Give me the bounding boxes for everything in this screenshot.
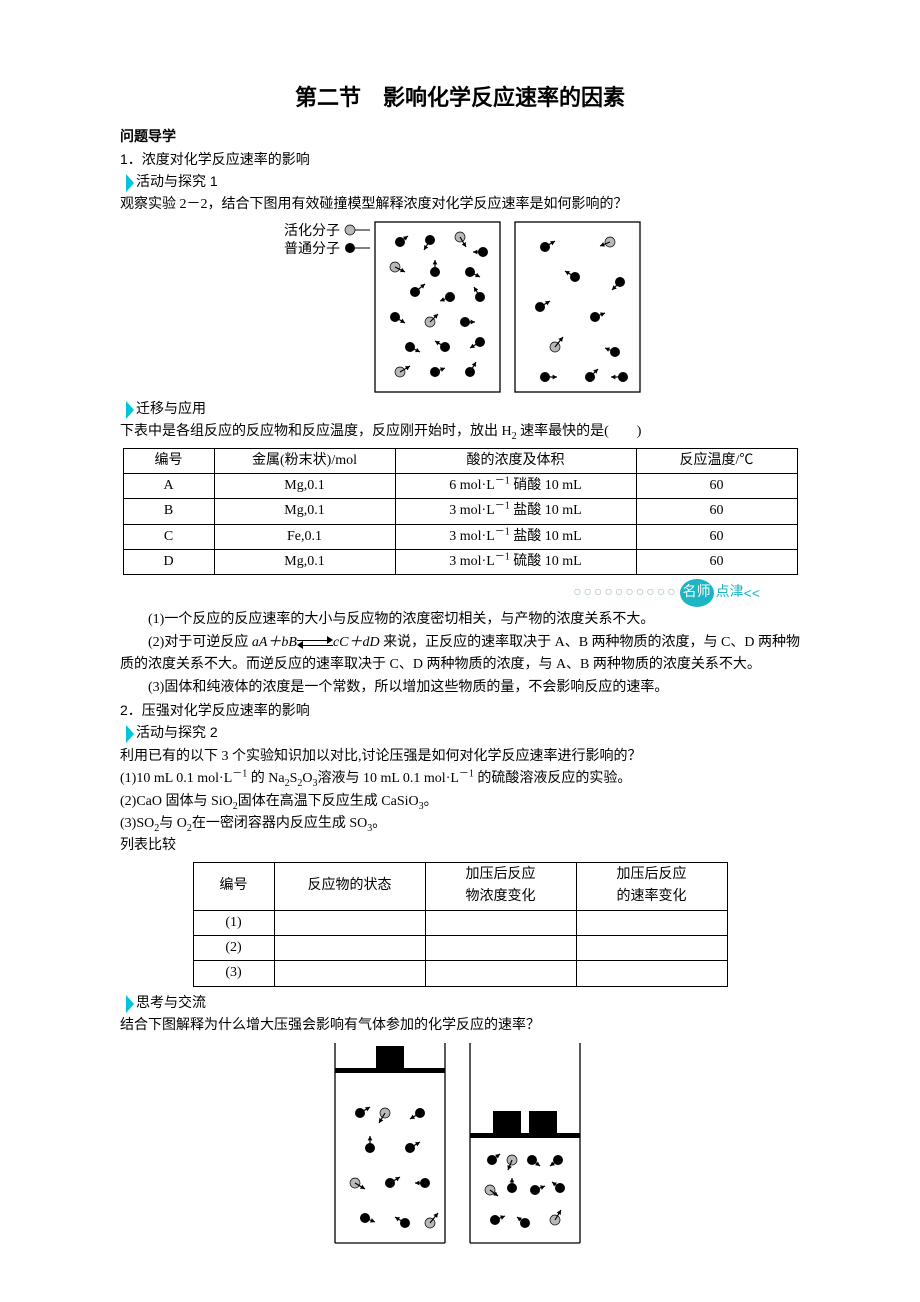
t: 的 Na: [247, 771, 284, 786]
table-header: 编号: [123, 448, 214, 473]
table-cell: [576, 961, 727, 986]
paragraph: 列表比较: [120, 835, 800, 857]
table-header: 反应物的状态: [274, 862, 425, 910]
table-header: 酸的浓度及体积: [395, 448, 636, 473]
tag-activity-1: 活动与探究 1: [120, 170, 800, 194]
page-title: 第二节 影响化学反应速率的因素: [120, 80, 800, 115]
text: (2)对于可逆反应: [148, 635, 252, 650]
table-header: 金属(粉末状)/mol: [214, 448, 395, 473]
equilibrium-arrow-icon: [297, 638, 333, 648]
eq-left: aA＋bB: [252, 635, 297, 650]
t: 。: [424, 794, 438, 809]
table-cell: (3): [193, 961, 274, 986]
tag-label: 活动与探究 2: [136, 724, 218, 740]
subheading-2: 2．压强对化学反应速率的影响: [120, 699, 800, 721]
chevron-icon: <<: [744, 582, 760, 604]
tag-label: 迁移与应用: [136, 400, 206, 416]
table-2: 编号反应物的状态加压后反应物浓度变化加压后反应的速率变化 (1)(2)(3): [193, 862, 728, 987]
table-header: 编号: [193, 862, 274, 910]
table-cell: [576, 910, 727, 935]
t: (3)SO: [120, 816, 154, 831]
exp-3: (3)SO2与 O2在一密闭容器内反应生成 SO3。: [120, 813, 800, 835]
paragraph: 结合下图解释为什么增大压强会影响有气体参加的化学反应的速率？: [120, 1015, 800, 1037]
table-cell: [274, 961, 425, 986]
t: 的硫酸溶液反应的实验。: [474, 771, 632, 786]
teacher-note-decor: ○○○○○○○○○○ 名师 点津 <<: [120, 579, 760, 607]
table-cell: Mg,0.1: [214, 550, 395, 575]
table-cell: [274, 935, 425, 960]
table-cell: 3 mol·L－1 盐酸 10 mL: [395, 499, 636, 524]
t: 。: [372, 816, 386, 831]
table-cell: B: [123, 499, 214, 524]
dots: ○○○○○○○○○○: [573, 582, 678, 604]
table-cell: Mg,0.1: [214, 473, 395, 498]
table-1: 编号金属(粉末状)/mol酸的浓度及体积反应温度/℃AMg,0.16 mol·L…: [123, 448, 798, 576]
text: 速率最快的是( ): [520, 424, 641, 439]
table-cell: [576, 935, 727, 960]
note-1: (1)一个反应的反应速率的大小与反应物的浓度密切相关，与产物的浓度关系不大。: [120, 609, 800, 631]
tag-activity-2: 活动与探究 2: [120, 721, 800, 745]
table-cell: Fe,0.1: [214, 524, 395, 549]
table-cell: D: [123, 550, 214, 575]
table-cell: Mg,0.1: [214, 499, 395, 524]
t: 与 O: [159, 816, 187, 831]
subheading-1: 1．浓度对化学反应速率的影响: [120, 148, 800, 170]
table-header: 加压后反应的速率变化: [576, 862, 727, 910]
table-cell: 3 mol·L－1 盐酸 10 mL: [395, 524, 636, 549]
table-cell: 3 mol·L－1 硫酸 10 mL: [395, 550, 636, 575]
table-header: 加压后反应物浓度变化: [425, 862, 576, 910]
t: O: [302, 771, 312, 786]
svg-text:普通分子: 普通分子: [284, 241, 340, 257]
tag-label: 活动与探究 1: [136, 173, 218, 189]
table-cell: C: [123, 524, 214, 549]
svg-text:活化分子: 活化分子: [284, 223, 340, 239]
table-header: 反应温度/℃: [636, 448, 797, 473]
table-cell: 6 mol·L－1 硝酸 10 mL: [395, 473, 636, 498]
note-3: (3)固体和纯液体的浓度是一个常数，所以增加这些物质的量，不会影响反应的速率。: [120, 677, 800, 699]
figure-1: 活化分子普通分子: [120, 217, 800, 397]
table-cell: [274, 910, 425, 935]
tag-think: 思考与交流: [120, 991, 800, 1015]
table-cell: 60: [636, 473, 797, 498]
table-cell: A: [123, 473, 214, 498]
paragraph: 利用已有的以下 3 个实验知识加以对比,讨论压强是如何对化学反应速率进行影响的？: [120, 746, 800, 768]
label-tail: 点津: [716, 582, 744, 604]
table-cell: [425, 935, 576, 960]
t: (2)CaO 固体与 SiO: [120, 794, 233, 809]
table-cell: [425, 961, 576, 986]
exp-1: (1)10 mL 0.1 mol·L－1 的 Na2S2O3溶液与 10 mL …: [120, 768, 800, 790]
paragraph: 下表中是各组反应的反应物和反应温度，反应刚开始时，放出 H2 速率最快的是( ): [120, 421, 800, 443]
exp-2: (2)CaO 固体与 SiO2固体在高温下反应生成 CaSiO3。: [120, 791, 800, 813]
table-cell: [425, 910, 576, 935]
table-cell: 60: [636, 524, 797, 549]
t: 在一密闭容器内反应生成 SO: [192, 816, 367, 831]
t: (1)10 mL 0.1 mol·L: [120, 771, 232, 786]
tag-label: 思考与交流: [136, 994, 206, 1010]
table-cell: (1): [193, 910, 274, 935]
label-circle: 名师: [680, 579, 714, 607]
figure-2: [120, 1038, 800, 1248]
paragraph: 观察实验 2－2，结合下图用有效碰撞模型解释浓度对化学反应速率是如何影响的？: [120, 194, 800, 216]
note-2: (2)对于可逆反应 aA＋bBcC＋dD 来说，正反应的速率取决于 A、B 两种…: [120, 632, 800, 677]
eq-right: cC＋dD: [333, 635, 380, 650]
text: 下表中是各组反应的反应物和反应温度，反应刚开始时，放出: [120, 424, 498, 439]
t: 溶液与 10 mL 0.1 mol·L: [318, 771, 459, 786]
table-cell: 60: [636, 550, 797, 575]
t: 固体在高温下反应生成 CaSiO: [238, 794, 419, 809]
tag-transfer: 迁移与应用: [120, 397, 800, 421]
table-cell: 60: [636, 499, 797, 524]
table-cell: (2): [193, 935, 274, 960]
section-heading: 问题导学: [120, 125, 800, 147]
